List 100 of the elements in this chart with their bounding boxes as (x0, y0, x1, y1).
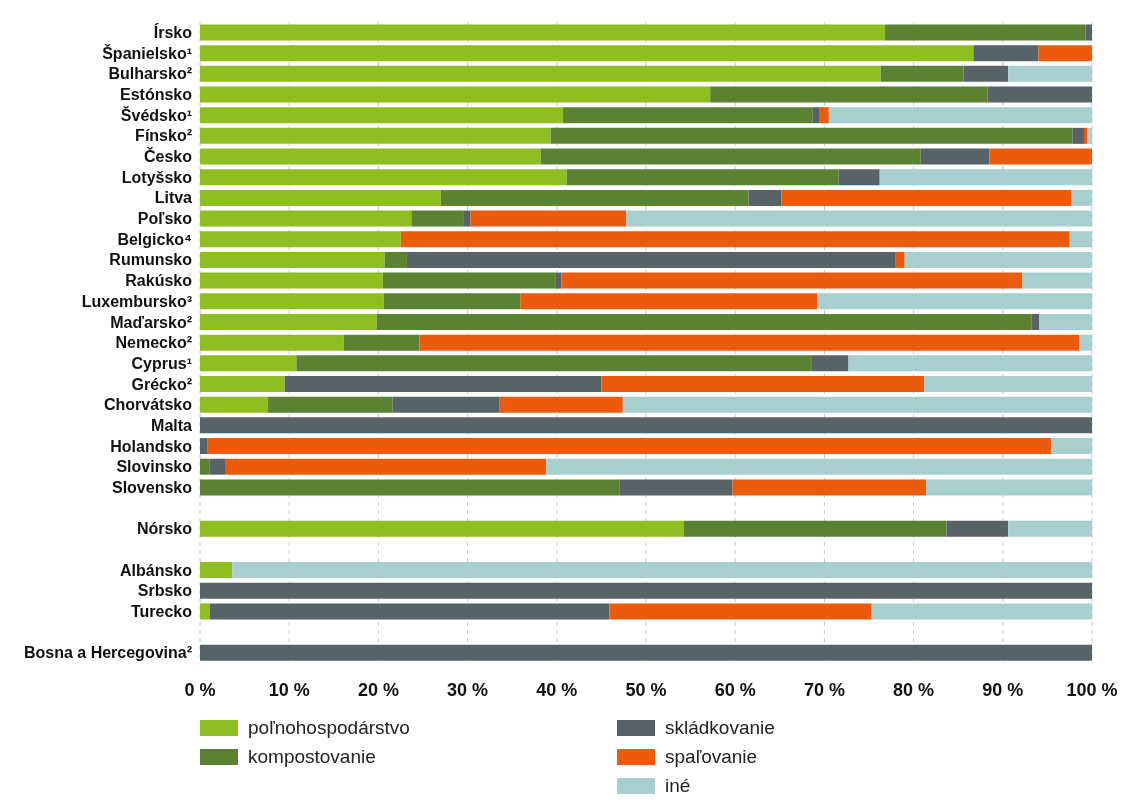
legend-label: skládkovanie (665, 716, 775, 739)
y-tick-label: Nórsko (136, 520, 193, 538)
bar (200, 562, 233, 579)
bar (200, 479, 620, 496)
bar (200, 86, 711, 103)
bar (609, 603, 872, 620)
bar (200, 458, 210, 475)
y-tick-label: Rakúsko (125, 272, 193, 290)
bar (520, 293, 818, 310)
y-tick-label: Írsko (153, 23, 193, 42)
legend-label: kompostovanie (248, 745, 376, 768)
bar (880, 65, 964, 82)
bar (1072, 127, 1084, 144)
bar (419, 334, 1080, 351)
y-tick-label: Česko (143, 147, 193, 166)
y-tick-label: Holandsko (110, 437, 193, 455)
bar (200, 376, 285, 392)
bar (209, 458, 225, 475)
bar (879, 169, 1092, 186)
bar (540, 148, 921, 165)
bar (376, 313, 1032, 330)
y-tick-label: Maďarsko² (110, 313, 192, 331)
bar (1008, 520, 1092, 537)
bar (200, 603, 210, 620)
x-tick-label: 60 % (714, 679, 756, 700)
bar (400, 231, 1070, 248)
bar (463, 210, 471, 227)
bar (382, 272, 556, 289)
x-tick-label: 20 % (357, 679, 399, 700)
y-tick-label: Poľsko (137, 210, 193, 228)
bar (987, 86, 1092, 103)
bar (811, 355, 849, 372)
bar (207, 438, 1051, 455)
bar (200, 417, 1092, 434)
bar (1038, 45, 1092, 62)
bar (973, 45, 1039, 62)
bar (683, 520, 947, 537)
y-tick-label: Srbsko (137, 582, 193, 600)
bar (1031, 313, 1040, 330)
bar (232, 562, 1092, 579)
bar (601, 376, 925, 392)
x-tick-label: 70 % (803, 679, 845, 700)
bar (343, 334, 420, 351)
bar (812, 107, 820, 124)
bar (267, 396, 393, 413)
y-tick-label: Slovensko (111, 478, 193, 496)
bar (626, 210, 1092, 227)
bar (200, 396, 268, 413)
bar (200, 582, 1092, 599)
bar (1083, 127, 1088, 144)
bar (555, 272, 562, 289)
bar (1022, 272, 1092, 289)
bar (963, 65, 1009, 82)
y-tick-label: Nemecko² (115, 334, 192, 352)
bar (200, 169, 567, 186)
bar (838, 169, 880, 186)
x-tick-label: 0 % (184, 679, 216, 700)
bar (1050, 438, 1092, 455)
bar (200, 24, 886, 41)
bar (200, 231, 401, 248)
bar (926, 479, 1092, 496)
bar (828, 107, 1092, 124)
bar (885, 24, 1086, 41)
bar (748, 189, 782, 206)
bar (406, 251, 896, 268)
bar (622, 396, 1092, 413)
legend-label: spaľovanie (665, 745, 758, 768)
bar (563, 107, 813, 124)
bar (200, 127, 551, 144)
bar (209, 603, 610, 620)
y-tick-label: Lotyšsko (121, 168, 193, 186)
bar (732, 479, 927, 496)
bar (200, 313, 377, 330)
bar (200, 520, 684, 537)
y-tick-label: Malta (151, 416, 193, 434)
bar (200, 210, 412, 227)
bar (1069, 231, 1092, 248)
y-tick-label: Španielsko¹ (102, 43, 192, 62)
y-tick-label: Rumunsko (109, 251, 193, 269)
bar (200, 107, 564, 124)
bar (200, 251, 385, 268)
bar (566, 169, 839, 186)
bar (392, 396, 500, 413)
bar (200, 65, 881, 82)
x-tick-label: 40 % (536, 679, 578, 700)
bar (470, 210, 627, 227)
bar (550, 127, 1073, 144)
bar (895, 251, 905, 268)
y-tick-label: Grécko² (131, 375, 192, 393)
bar (200, 355, 297, 372)
bar (200, 45, 974, 62)
bar (561, 272, 1023, 289)
y-tick-label: Luxembursko³ (81, 292, 192, 310)
bar (710, 86, 988, 103)
x-tick-label: 10 % (268, 679, 310, 700)
y-tick-label: Turecko (130, 602, 193, 620)
bar (200, 334, 344, 351)
bar (1039, 313, 1092, 330)
bar (1087, 127, 1092, 144)
y-tick-label: Fínsko² (135, 127, 192, 145)
